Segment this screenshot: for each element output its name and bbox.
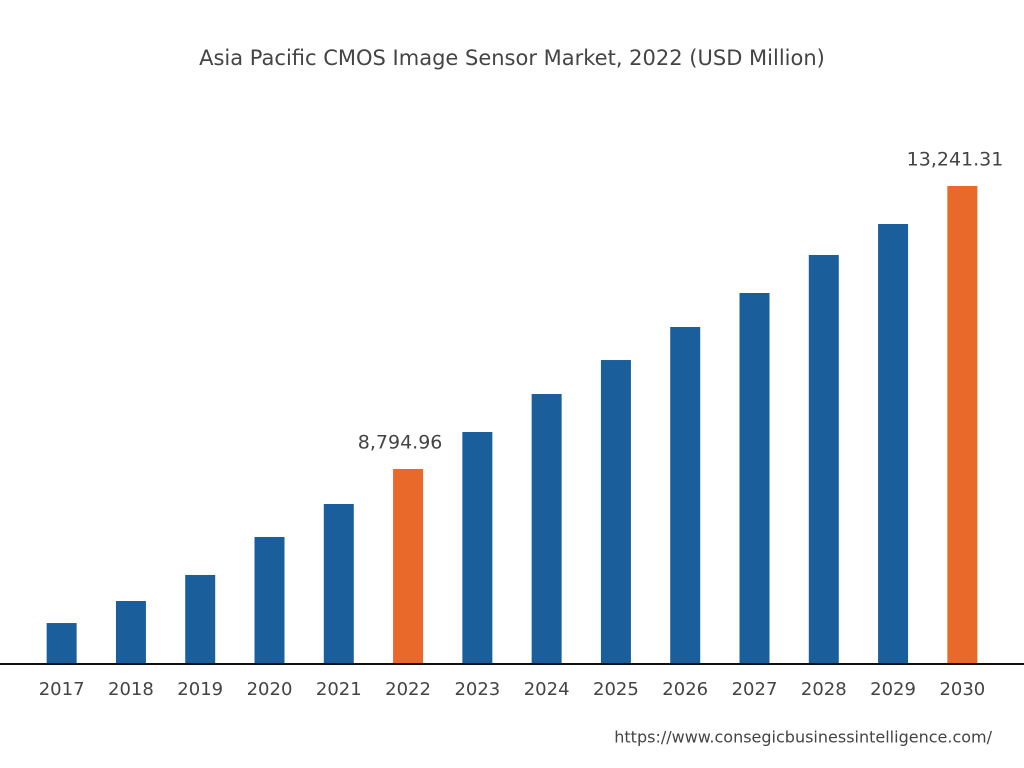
bar (947, 185, 978, 664)
x-tick-label: 2017 (39, 679, 85, 700)
value-label: 13,241.31 (907, 148, 1004, 170)
x-tick-label: 2030 (939, 679, 985, 700)
x-tick-label: 2019 (177, 679, 223, 700)
source-link[interactable]: https://www.consegicbusinessintelligence… (614, 728, 992, 747)
bar (600, 360, 631, 663)
bar (115, 601, 146, 663)
bar (670, 326, 701, 663)
value-label: 8,794.96 (358, 431, 443, 453)
bar (185, 574, 216, 663)
x-tick-label: 2022 (385, 679, 431, 700)
x-tick-label: 2026 (662, 679, 708, 700)
x-tick-label: 2027 (732, 679, 778, 700)
x-tick-label: 2020 (247, 679, 293, 700)
bar (323, 503, 354, 663)
bar (739, 292, 770, 663)
chart-title: Asia Pacific CMOS Image Sensor Market, 2… (199, 46, 825, 70)
bar (878, 223, 909, 664)
x-tick-label: 2024 (524, 679, 570, 700)
x-tick-label: 2018 (108, 679, 154, 700)
x-tick-label: 2029 (870, 679, 916, 700)
bar (393, 468, 424, 663)
x-tick-label: 2028 (801, 679, 847, 700)
bar (808, 254, 839, 664)
x-tick-label: 2023 (454, 679, 500, 700)
x-tick-label: 2025 (593, 679, 639, 700)
x-tick-label: 2021 (316, 679, 362, 700)
bar (46, 623, 77, 663)
bar (462, 432, 493, 663)
bar (531, 394, 562, 663)
bar (254, 536, 285, 663)
